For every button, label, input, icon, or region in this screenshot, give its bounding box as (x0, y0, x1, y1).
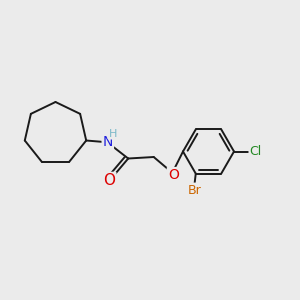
Text: Br: Br (188, 184, 201, 196)
Text: O: O (168, 168, 178, 182)
Text: N: N (103, 135, 113, 149)
Text: Cl: Cl (250, 145, 262, 158)
Text: O: O (103, 173, 115, 188)
Text: H: H (108, 129, 117, 139)
